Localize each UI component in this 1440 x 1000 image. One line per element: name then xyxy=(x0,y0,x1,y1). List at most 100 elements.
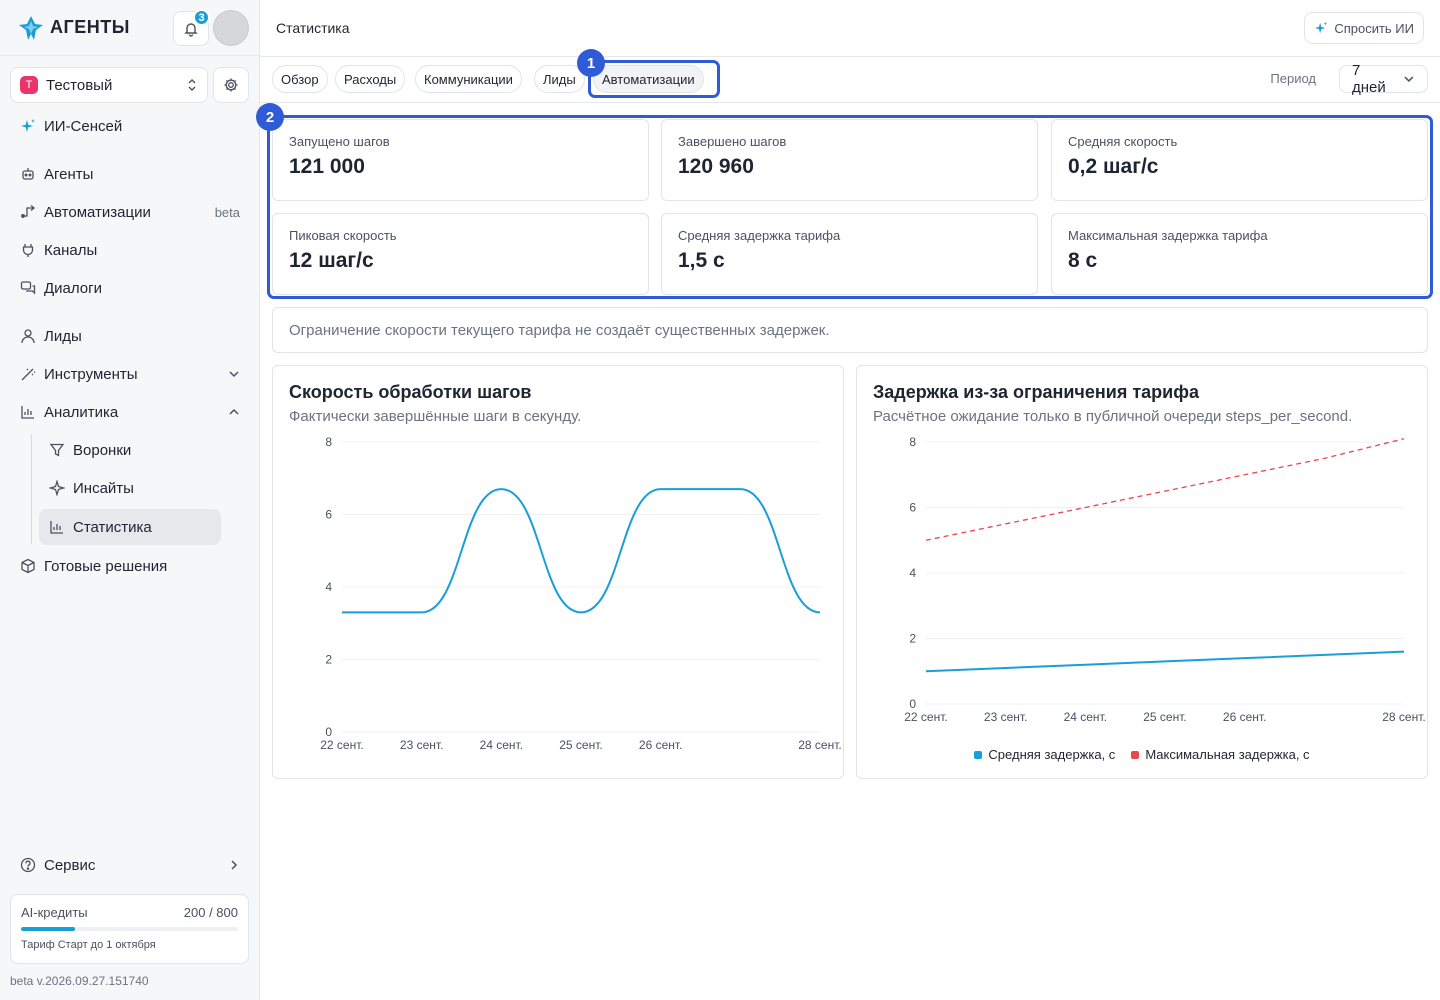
sidebar-item-label: Аналитика xyxy=(44,403,119,421)
sidebar-item-label: Воронки xyxy=(73,441,132,459)
user-icon xyxy=(20,328,36,344)
logo[interactable]: АГЕНТЫ xyxy=(18,15,130,41)
x-tick-label: 28 сент. xyxy=(798,738,841,752)
legend-item[interactable]: Средняя задержка, с xyxy=(974,747,1115,762)
sidebar-item-dialogs[interactable]: Диалоги xyxy=(10,271,250,305)
ai-credits-label: AI-кредиты xyxy=(21,905,88,920)
y-tick-label: 4 xyxy=(325,580,332,594)
beta-tag: beta xyxy=(214,204,240,220)
wand-icon xyxy=(20,366,36,382)
workspace-settings-button[interactable] xyxy=(213,67,249,103)
gear-icon xyxy=(224,78,238,92)
sidebar-item-label: Инструменты xyxy=(44,365,138,383)
x-tick-label: 28 сент. xyxy=(1382,710,1425,724)
avatar[interactable] xyxy=(213,10,249,46)
sidebar-item-service[interactable]: Сервис xyxy=(10,848,250,882)
sidebar-item-label: Диалоги xyxy=(44,279,102,297)
stat-label: Завершено шагов xyxy=(678,134,787,149)
box-icon xyxy=(20,558,36,574)
sidebar-item-label: Статистика xyxy=(73,518,152,536)
stat-value: 8 с xyxy=(1068,249,1098,272)
legend-label: Средняя задержка, с xyxy=(988,747,1116,762)
x-tick-label: 26 сент. xyxy=(639,738,682,752)
sidebar-item-ai-sensei[interactable]: ИИ-Сенсей xyxy=(10,109,250,143)
annotation-highlight-stats xyxy=(267,115,1433,299)
legend-item[interactable]: Максимальная задержка, с xyxy=(1131,747,1310,762)
y-tick-label: 8 xyxy=(909,435,916,449)
tab-overview[interactable]: Обзор xyxy=(272,65,328,93)
automation-icon xyxy=(20,204,36,220)
chevron-down-icon xyxy=(229,371,239,378)
plug-icon xyxy=(20,242,36,258)
sidebar-item-insights[interactable]: Инсайты xyxy=(39,471,221,505)
version-label: beta v.2026.09.27.151740 xyxy=(10,974,149,988)
submenu-divider xyxy=(31,434,32,544)
rate-limit-notice: Ограничение скорости текущего тарифа не … xyxy=(272,307,1428,353)
series-line xyxy=(925,650,1405,673)
tab-expenses[interactable]: Расходы xyxy=(335,65,406,93)
sidebar-item-label: Каналы xyxy=(44,241,98,259)
x-tick-label: 22 сент. xyxy=(904,710,947,724)
chart-card-speed: 0 2 4 6 8 22 сент. 23 сент. 24 сент. 25 сент. 26 … xyxy=(272,365,844,779)
sidebar-item-ready-solutions[interactable]: Готовые решения xyxy=(10,549,250,583)
workspace-selector[interactable]: Т Тестовый xyxy=(10,67,209,103)
ask-ai-button[interactable]: Спросить ИИ xyxy=(1304,12,1424,44)
x-tick-label: 24 сент. xyxy=(480,738,523,752)
workspace-badge: Т xyxy=(20,76,38,94)
notifications-button[interactable]: 3 xyxy=(173,9,210,46)
sidebar-item-label: ИИ-Сенсей xyxy=(44,117,123,135)
chart-card-delay: 0 2 4 6 8 22 сент. 23 сент. 24 сент. 25 сент. 26 … xyxy=(856,365,1428,779)
y-tick-label: 8 xyxy=(325,435,332,449)
sidebar-item-channels[interactable]: Каналы xyxy=(10,233,250,267)
sparkle-icon xyxy=(20,118,36,134)
legend-swatch xyxy=(1131,750,1140,759)
tab-leads[interactable]: Лиды xyxy=(534,65,585,93)
stat-value: 12 шаг/с xyxy=(289,249,374,272)
ai-credits-progress xyxy=(21,927,238,931)
ai-credits-progress-fill xyxy=(21,927,76,931)
page-title: Статистика xyxy=(276,20,350,36)
stat-label: Пиковая скорость xyxy=(289,228,397,243)
y-tick-label: 0 xyxy=(909,697,916,711)
stat-label: Максимальная задержка тарифа xyxy=(1068,228,1268,243)
stat-label: Средняя задержка тарифа xyxy=(678,228,841,243)
sidebar-item-analytics[interactable]: Аналитика xyxy=(10,395,250,429)
sparkle-icon xyxy=(1315,21,1328,34)
tab-automations[interactable]: Автоматизации xyxy=(593,65,704,93)
stat-card: Средняя задержка тарифа 1,5 с xyxy=(661,213,1038,295)
agents-icon xyxy=(20,166,36,182)
logo-icon xyxy=(19,15,43,40)
ask-ai-label: Спросить ИИ xyxy=(1334,20,1414,36)
sidebar-item-statistics[interactable]: Статистика xyxy=(39,509,221,545)
annotation-marker-1: 1 xyxy=(577,49,605,77)
sidebar-item-agents[interactable]: Агенты xyxy=(10,157,250,191)
sidebar-item-funnels[interactable]: Воронки xyxy=(39,433,221,467)
legend-swatch xyxy=(974,750,983,759)
y-tick-label: 6 xyxy=(909,501,916,515)
tab-communications[interactable]: Коммуникации xyxy=(415,65,522,93)
sidebar-item-label: Агенты xyxy=(44,165,94,183)
sidebar-item-tools[interactable]: Инструменты xyxy=(10,357,250,391)
sidebar-item-automations[interactable]: Автоматизации beta xyxy=(10,195,250,229)
x-tick-label: 26 сент. xyxy=(1223,710,1266,724)
stat-card: Завершено шагов 120 960 xyxy=(661,119,1038,201)
stat-label: Запущено шагов xyxy=(289,134,390,149)
x-tick-label: 25 сент. xyxy=(559,738,602,752)
sidebar-item-label: Готовые решения xyxy=(44,557,168,575)
stat-label: Средняя скорость xyxy=(1068,134,1178,149)
series-line xyxy=(925,438,1405,541)
sidebar-item-leads[interactable]: Лиды xyxy=(10,319,250,353)
ai-credits-panel[interactable]: AI-кредиты 200 / 800 Тариф Старт до 1 ок… xyxy=(10,894,249,964)
series-line xyxy=(341,488,821,614)
chart-subtitle: Фактически завершённые шаги в секунду. xyxy=(289,408,582,425)
period-label: Период xyxy=(1270,71,1316,86)
chat-icon xyxy=(20,280,36,296)
period-select[interactable]: 7 дней xyxy=(1339,62,1428,96)
funnel-icon xyxy=(49,442,65,458)
chart-title: Задержка из-за ограничения тарифа xyxy=(873,382,1199,402)
logo-text: АГЕНТЫ xyxy=(50,17,130,37)
y-tick-label: 0 xyxy=(325,725,332,739)
sidebar-header: АГЕНТЫ xyxy=(0,0,259,56)
chevron-up-icon xyxy=(229,408,239,415)
help-circle-icon xyxy=(20,857,36,873)
